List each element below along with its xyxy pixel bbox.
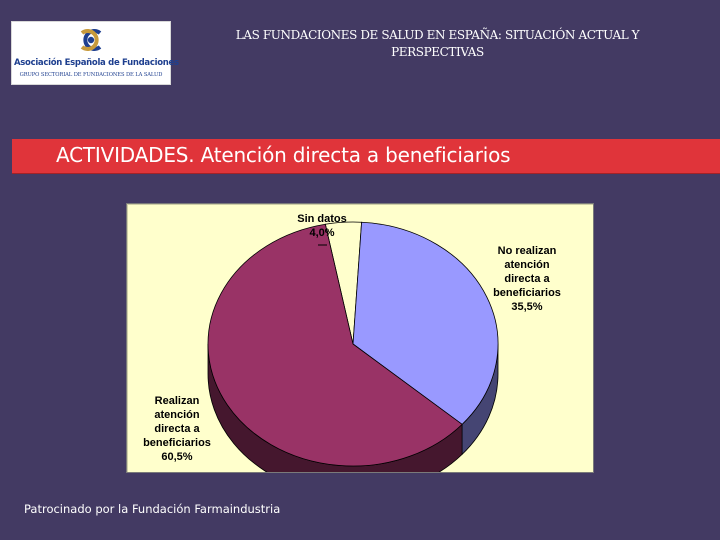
- pie-slice-realizan: [207, 223, 463, 467]
- foundation-logo-icon: [80, 29, 102, 51]
- logo-name: Asociación Española de Fundaciones: [14, 58, 179, 68]
- page-title-line-2: PERSPECTIVAS: [391, 45, 484, 59]
- chart-area: Sin datos 4,0% No realizan atención directa …: [126, 203, 594, 473]
- label-layer: Sin datos 4,0% No realizan atención directa …: [143, 213, 561, 463]
- sponsor-footer: Patrocinado por la Fundación Farmaindust…: [24, 502, 281, 516]
- pie-chart: Sin datos 4,0% No realizan atención directa …: [143, 213, 561, 472]
- label-no-realizan-value: 35,5%: [511, 301, 542, 313]
- label-no-realizan: No realizan atención directa a beneficiario…: [493, 245, 561, 313]
- label-no-realizan-line: No realizan: [498, 245, 557, 257]
- label-realizan-value: 60,5%: [161, 451, 192, 463]
- logo: Asociación Española de Fundaciones GRUPO…: [11, 21, 179, 85]
- label-no-realizan-line: beneficiarios: [493, 287, 561, 299]
- label-sin-datos-value: 4,0%: [309, 227, 334, 239]
- label-realizan: Realizan atención directa a beneficiarios 60…: [143, 395, 211, 463]
- section-title: ACTIVIDADES. Atención directa a benefici…: [56, 143, 511, 167]
- section-banner: ACTIVIDADES. Atención directa a benefici…: [12, 139, 720, 174]
- label-realizan-line: atención: [154, 409, 200, 421]
- page-title: LAS FUNDACIONES DE SALUD EN ESPAÑA: SITU…: [200, 27, 675, 61]
- label-sin-datos-line: Sin datos: [297, 213, 347, 225]
- label-realizan-line: Realizan: [155, 395, 200, 407]
- label-sin-datos: Sin datos 4,0%: [297, 213, 347, 239]
- label-realizan-line: beneficiarios: [143, 437, 211, 449]
- pie-layer: [207, 221, 499, 472]
- label-no-realizan-line: atención: [504, 259, 550, 271]
- page-title-line-1: LAS FUNDACIONES DE SALUD EN ESPAÑA: SITU…: [235, 28, 640, 42]
- label-no-realizan-line: directa a: [504, 273, 550, 285]
- label-realizan-line: directa a: [154, 423, 200, 435]
- pie-slice-no-realizan: [352, 221, 499, 425]
- logo-subtitle: GRUPO SECTORIAL DE FUNDACIONES DE LA SAL…: [19, 72, 163, 78]
